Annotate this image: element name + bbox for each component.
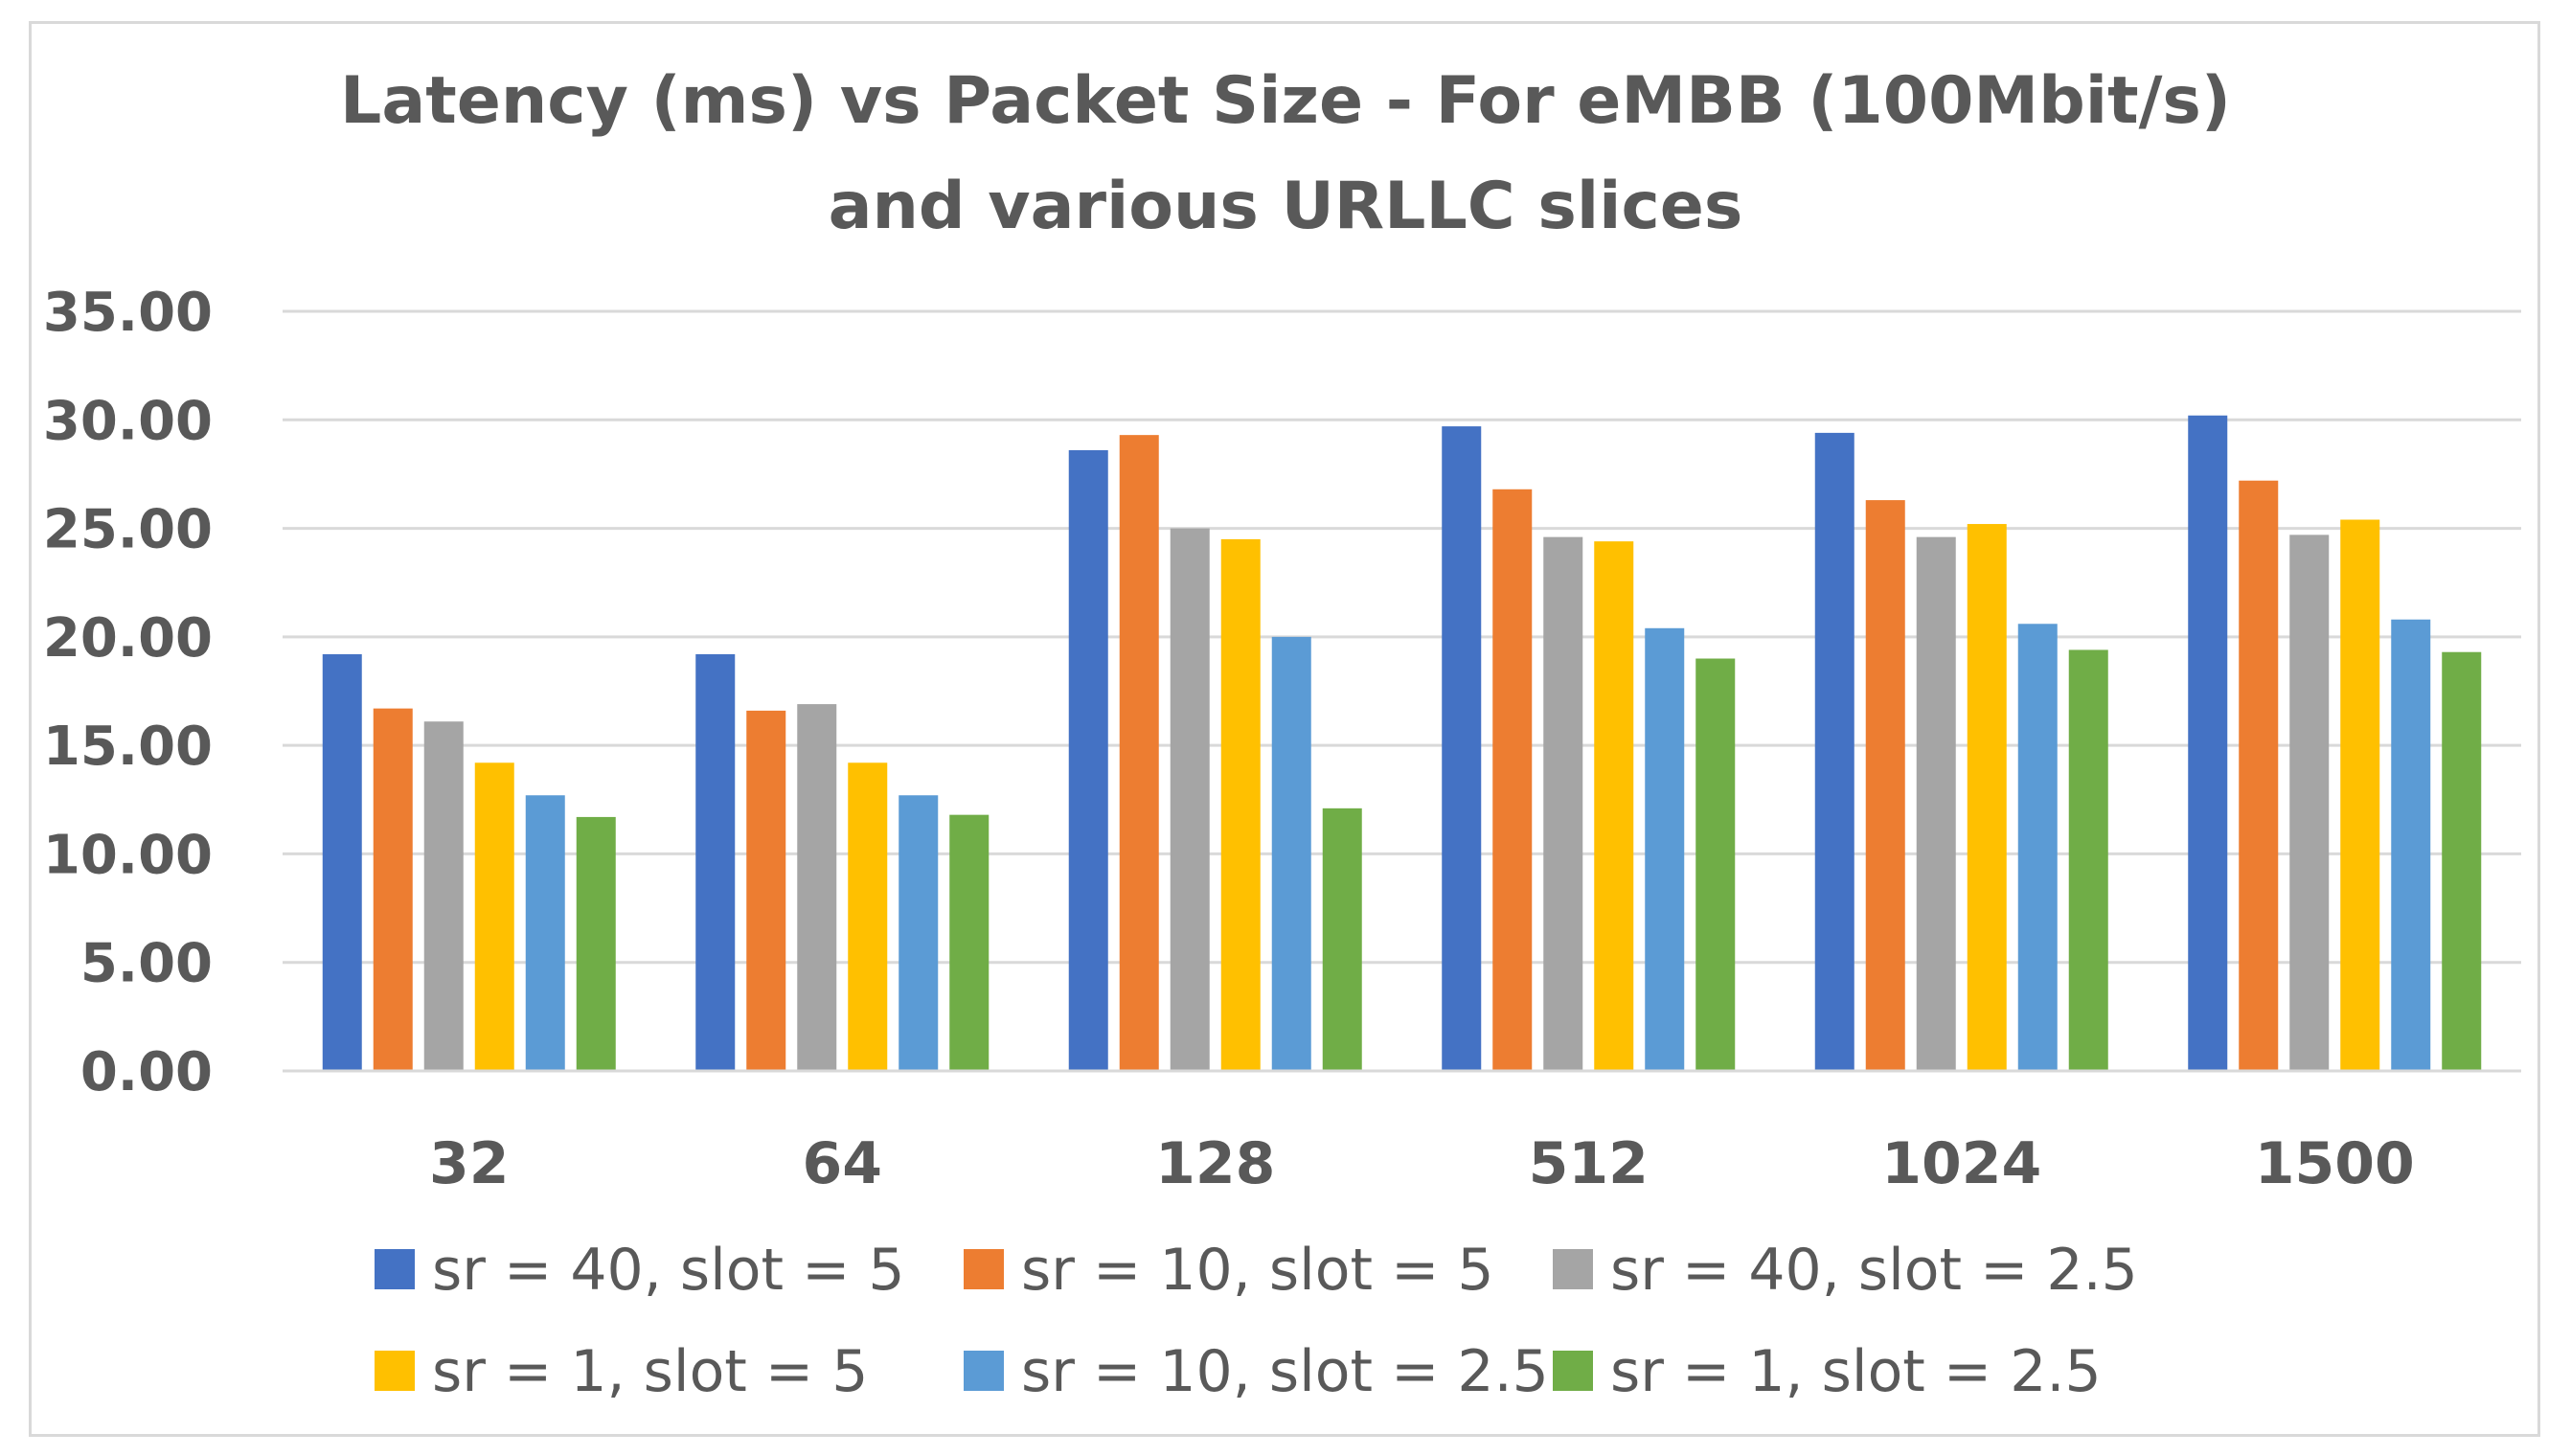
bar bbox=[2068, 649, 2108, 1071]
bar bbox=[474, 762, 514, 1071]
x-axis-ticks: 32 64 128 512 1024 1500 bbox=[429, 1130, 2415, 1197]
x-tick-label: 1500 bbox=[2255, 1130, 2415, 1197]
bar bbox=[2017, 624, 2058, 1071]
legend-label: sr = 40, slot = 5 bbox=[432, 1237, 905, 1304]
bar bbox=[848, 762, 888, 1071]
y-tick-label: 5.00 bbox=[80, 933, 213, 995]
legend-swatch bbox=[1553, 1351, 1593, 1391]
y-tick-label: 25.00 bbox=[43, 499, 213, 561]
bar bbox=[2289, 535, 2330, 1071]
y-tick-label: 35.00 bbox=[43, 282, 213, 344]
bar bbox=[2391, 619, 2431, 1071]
y-axis-ticks: 0.00 5.00 10.00 15.00 20.00 25.00 30.00 35.00 bbox=[43, 282, 213, 1103]
chart-title: Latency (ms) vs Packet Size - For eMBB (… bbox=[340, 63, 2231, 244]
legend-swatch bbox=[375, 1249, 415, 1289]
bar bbox=[2340, 519, 2380, 1071]
legend-label: sr = 10, slot = 2.5 bbox=[1021, 1338, 1549, 1405]
chart-title-line-1: Latency (ms) vs Packet Size - For eMBB (… bbox=[340, 63, 2231, 139]
bar bbox=[1916, 536, 1956, 1071]
bar bbox=[525, 795, 565, 1071]
bar bbox=[423, 721, 464, 1071]
bar bbox=[2188, 415, 2228, 1071]
legend-label: sr = 10, slot = 5 bbox=[1021, 1237, 1494, 1304]
y-tick-label: 10.00 bbox=[43, 824, 213, 886]
bar bbox=[899, 795, 939, 1071]
legend-label: sr = 40, slot = 2.5 bbox=[1610, 1237, 2138, 1304]
bar bbox=[1220, 538, 1261, 1071]
bar bbox=[2442, 651, 2482, 1071]
legend-swatch bbox=[964, 1351, 1004, 1391]
bars bbox=[322, 415, 2482, 1071]
legend-label: sr = 1, slot = 5 bbox=[432, 1338, 868, 1405]
y-tick-label: 15.00 bbox=[43, 716, 213, 778]
bar bbox=[1322, 808, 1362, 1071]
bar bbox=[1814, 432, 1854, 1071]
x-tick-label: 128 bbox=[1155, 1130, 1275, 1197]
bar bbox=[695, 653, 736, 1071]
y-tick-label: 0.00 bbox=[80, 1041, 213, 1103]
bar bbox=[1170, 528, 1210, 1071]
bar bbox=[1594, 541, 1634, 1071]
legend-swatch bbox=[1553, 1249, 1593, 1289]
bar bbox=[373, 708, 413, 1071]
gridlines bbox=[283, 309, 2521, 965]
bar bbox=[797, 704, 837, 1071]
y-tick-label: 20.00 bbox=[43, 607, 213, 670]
bar bbox=[1543, 536, 1583, 1071]
bar bbox=[322, 653, 362, 1071]
bar bbox=[1068, 450, 1108, 1071]
legend-swatch bbox=[964, 1249, 1004, 1289]
bar bbox=[1695, 658, 1736, 1071]
bar bbox=[1967, 524, 2007, 1071]
bar bbox=[1645, 627, 1685, 1071]
bar bbox=[576, 816, 616, 1071]
y-tick-label: 30.00 bbox=[43, 390, 213, 452]
legend: sr = 40, slot = 5 sr = 10, slot = 5 sr = 4… bbox=[375, 1237, 2138, 1405]
legend-label: sr = 1, slot = 2.5 bbox=[1610, 1338, 2102, 1405]
bar bbox=[1119, 435, 1159, 1071]
legend-swatch bbox=[375, 1351, 415, 1391]
x-tick-label: 512 bbox=[1529, 1130, 1649, 1197]
x-tick-label: 1024 bbox=[1881, 1130, 2041, 1197]
bar bbox=[1865, 500, 1905, 1071]
bar bbox=[746, 710, 786, 1071]
bar bbox=[2239, 480, 2279, 1071]
bar bbox=[1492, 489, 1533, 1071]
bar bbox=[1442, 426, 1482, 1071]
chart-title-line-2: and various URLLC slices bbox=[829, 169, 1743, 244]
x-tick-label: 32 bbox=[429, 1130, 510, 1197]
bar bbox=[1271, 636, 1311, 1071]
x-tick-label: 64 bbox=[803, 1130, 883, 1197]
bar bbox=[949, 814, 990, 1071]
